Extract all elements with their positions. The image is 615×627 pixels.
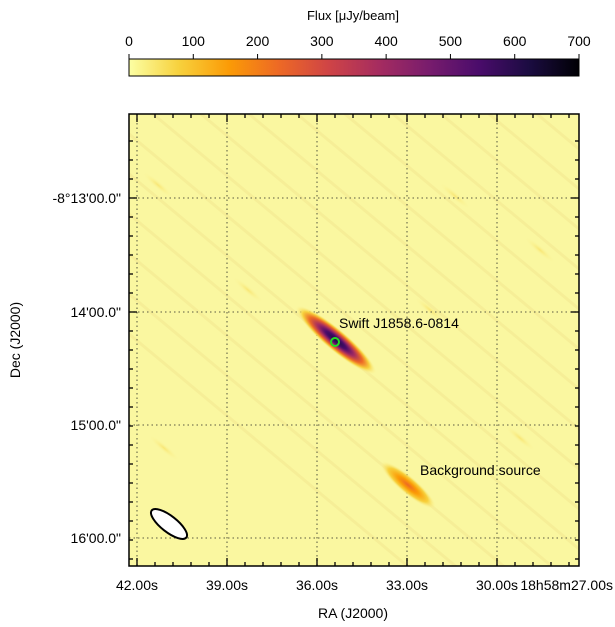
sidelobe-blob bbox=[142, 171, 174, 199]
sidelobe-blob bbox=[524, 236, 556, 264]
x-tick-label: 39.00s bbox=[206, 577, 248, 593]
sidelobe-blob bbox=[504, 424, 536, 452]
x-axis-label: RA (J2000) bbox=[318, 605, 388, 621]
swift-source-marker bbox=[330, 337, 340, 347]
colorbar-tick-label: 300 bbox=[310, 33, 334, 49]
swift-source-label: Swift J1858.6-0814 bbox=[339, 315, 459, 331]
swift-source-emission bbox=[295, 305, 377, 375]
x-tick-label: 18h58m27.00s bbox=[520, 577, 613, 593]
x-tick-label: 30.00s bbox=[476, 577, 518, 593]
y-tick-labels: -8°13'00.0" 14'00.0" 15'00.0" 16'00.0" bbox=[52, 190, 121, 546]
sidelobe-streak bbox=[129, 132, 579, 511]
sidelobe-blob bbox=[414, 296, 446, 324]
colorbar-tick-label: 400 bbox=[374, 33, 398, 49]
sidelobe-blob bbox=[439, 182, 471, 210]
coordinate-grid bbox=[129, 114, 579, 566]
colorbar-label: Flux [μJy/beam] bbox=[307, 8, 399, 23]
sidelobe-streak bbox=[438, 114, 579, 231]
beam-ellipse bbox=[149, 508, 189, 540]
x-tick-label: 42.00s bbox=[116, 577, 158, 593]
x-tick-label: 33.00s bbox=[386, 577, 428, 593]
sidelobe-streak bbox=[342, 114, 579, 311]
sidelobe-streak bbox=[294, 114, 579, 351]
colorbar-ticks bbox=[128, 54, 580, 59]
colorbar-tick-labels: 0 100 200 300 400 500 600 700 bbox=[125, 33, 591, 49]
x-tick-labels: 42.00s 39.00s 36.00s 33.00s 30.00s 18h58m27.0… bbox=[116, 577, 613, 593]
image-background bbox=[129, 114, 579, 566]
colorbar bbox=[128, 58, 580, 77]
y-tick-label: 16'00.0" bbox=[71, 530, 121, 546]
sidelobe-streak bbox=[609, 94, 615, 594]
sidelobe-streak bbox=[486, 114, 579, 191]
colorbar-tick-label: 700 bbox=[567, 33, 591, 49]
colorbar-tick-label: 100 bbox=[182, 33, 206, 49]
y-tick-label: -8°13'00.0" bbox=[52, 190, 121, 206]
x-tick-label: 36.00s bbox=[296, 577, 338, 593]
sidelobe-streak bbox=[129, 332, 410, 566]
sidelobe-blob bbox=[148, 434, 180, 462]
colorbar-tick-label: 500 bbox=[439, 33, 463, 49]
y-tick-label: 15'00.0" bbox=[71, 417, 121, 433]
sidelobe-streak bbox=[246, 114, 579, 391]
sidelobe-streak bbox=[198, 114, 579, 431]
sidelobe-streak bbox=[129, 252, 506, 566]
colorbar-tick-label: 0 bbox=[125, 33, 133, 49]
sidelobe-streak bbox=[129, 212, 554, 566]
colorbar-tick-label: 200 bbox=[246, 33, 270, 49]
frame-ticks bbox=[129, 114, 579, 566]
y-axis-label: Dec (J2000) bbox=[7, 302, 23, 378]
y-tick-label: 14'00.0" bbox=[71, 304, 121, 320]
plot-frame bbox=[128, 113, 580, 567]
sidelobe-streak bbox=[129, 292, 458, 566]
sidelobe-streak bbox=[150, 114, 579, 471]
background-source-label: Background source bbox=[420, 462, 541, 478]
sidelobe-blob bbox=[232, 276, 264, 304]
background-source-emission bbox=[379, 460, 437, 510]
colorbar-tick-label: 600 bbox=[503, 33, 527, 49]
sidelobe-streak bbox=[390, 114, 579, 271]
